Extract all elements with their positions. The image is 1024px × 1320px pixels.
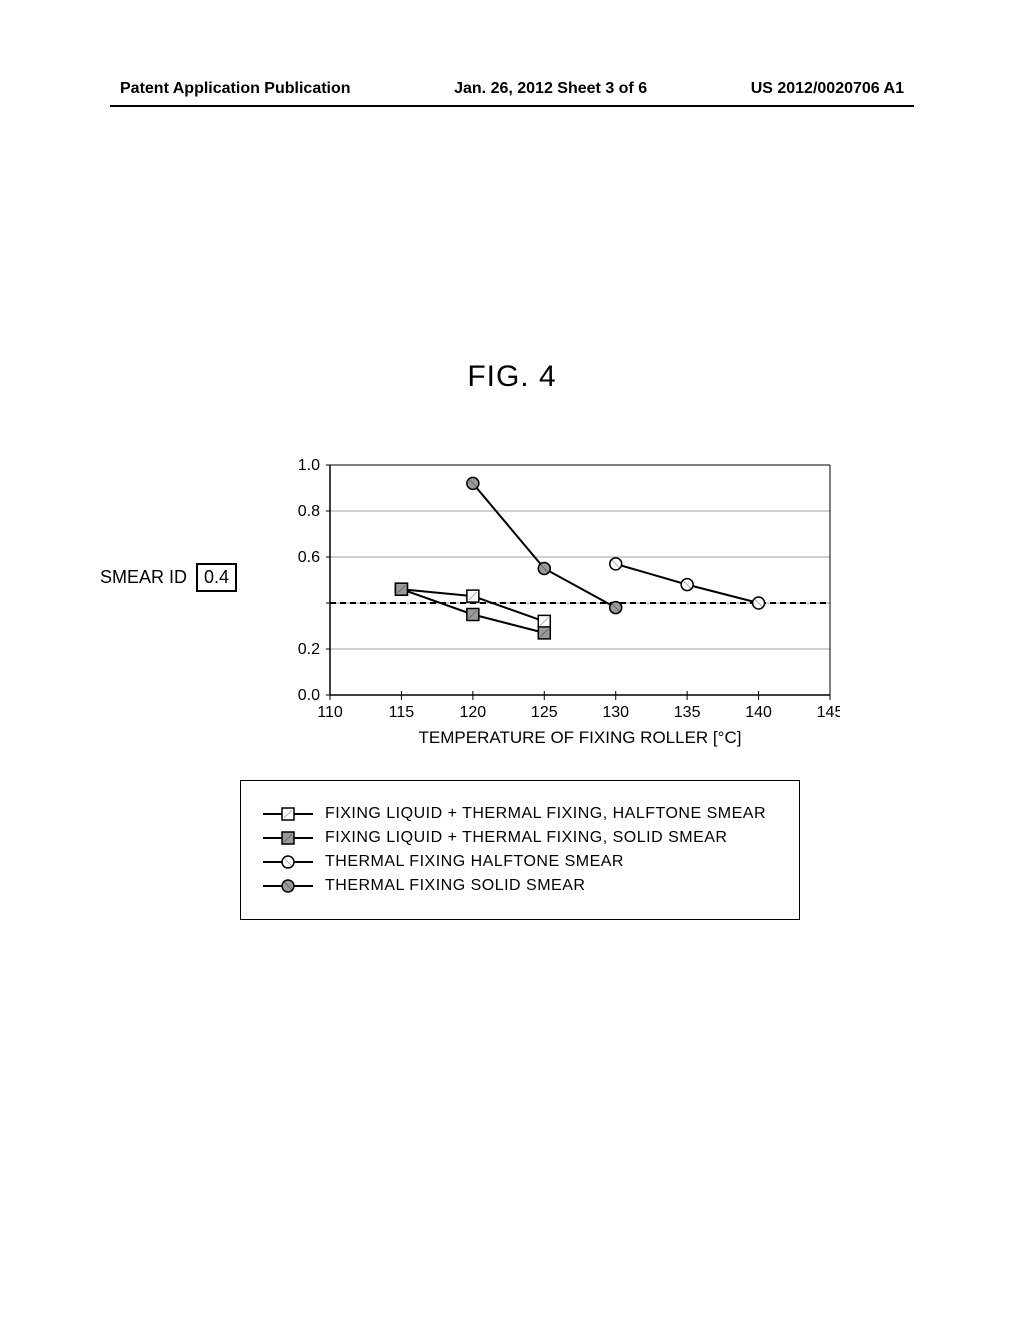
legend-row: THERMAL FIXING HALFTONE SMEAR bbox=[261, 853, 779, 871]
svg-text:0.2: 0.2 bbox=[298, 641, 320, 658]
legend-marker-fl_halftone bbox=[261, 805, 315, 823]
chart-plot: 0.0 0.2 0.6 0.8 1.0 110 115 120 125 130 135 140 145 T… bbox=[280, 455, 840, 760]
svg-text:120: 120 bbox=[460, 704, 487, 721]
svg-text:110: 110 bbox=[317, 704, 343, 721]
header-left: Patent Application Publication bbox=[120, 80, 351, 98]
legend-marker-tf_halftone bbox=[261, 853, 315, 871]
legend-label: FIXING LIQUID + THERMAL FIXING, HALFTONE… bbox=[325, 805, 766, 823]
figure-title: FIG. 4 bbox=[0, 360, 1024, 394]
legend-row: FIXING LIQUID + THERMAL FIXING, SOLID SM… bbox=[261, 829, 779, 847]
svg-text:135: 135 bbox=[674, 704, 701, 721]
svg-text:0.0: 0.0 bbox=[298, 687, 320, 704]
legend-row: THERMAL FIXING SOLID SMEAR bbox=[261, 877, 779, 895]
header-center: Jan. 26, 2012 Sheet 3 of 6 bbox=[454, 80, 647, 98]
svg-text:0.6: 0.6 bbox=[298, 549, 320, 566]
svg-text:140: 140 bbox=[745, 704, 772, 721]
legend-label: THERMAL FIXING SOLID SMEAR bbox=[325, 877, 585, 895]
svg-text:125: 125 bbox=[531, 704, 558, 721]
y-axis-highlight-tick: 0.4 bbox=[196, 563, 237, 592]
legend-label: THERMAL FIXING HALFTONE SMEAR bbox=[325, 853, 624, 871]
legend: FIXING LIQUID + THERMAL FIXING, HALFTONE… bbox=[240, 780, 800, 920]
legend-label: FIXING LIQUID + THERMAL FIXING, SOLID SM… bbox=[325, 829, 727, 847]
y-axis-label-group: SMEAR ID 0.4 bbox=[100, 563, 237, 592]
header-right: US 2012/0020706 A1 bbox=[751, 80, 904, 98]
svg-text:0.8: 0.8 bbox=[298, 503, 320, 520]
svg-text:145: 145 bbox=[817, 704, 840, 721]
svg-text:1.0: 1.0 bbox=[298, 457, 320, 474]
legend-row: FIXING LIQUID + THERMAL FIXING, HALFTONE… bbox=[261, 805, 779, 823]
legend-marker-fl_solid bbox=[261, 829, 315, 847]
svg-text:TEMPERATURE OF FIXING ROLLER [: TEMPERATURE OF FIXING ROLLER [°C] bbox=[419, 728, 742, 747]
svg-text:130: 130 bbox=[602, 704, 629, 721]
legend-marker-tf_solid bbox=[261, 877, 315, 895]
y-axis-label: SMEAR ID bbox=[100, 567, 187, 587]
header-divider bbox=[110, 105, 914, 107]
svg-text:115: 115 bbox=[389, 704, 415, 721]
chart-svg: 0.0 0.2 0.6 0.8 1.0 110 115 120 125 130 135 140 145 T… bbox=[280, 455, 840, 755]
page-header: Patent Application Publication Jan. 26, … bbox=[0, 80, 1024, 98]
